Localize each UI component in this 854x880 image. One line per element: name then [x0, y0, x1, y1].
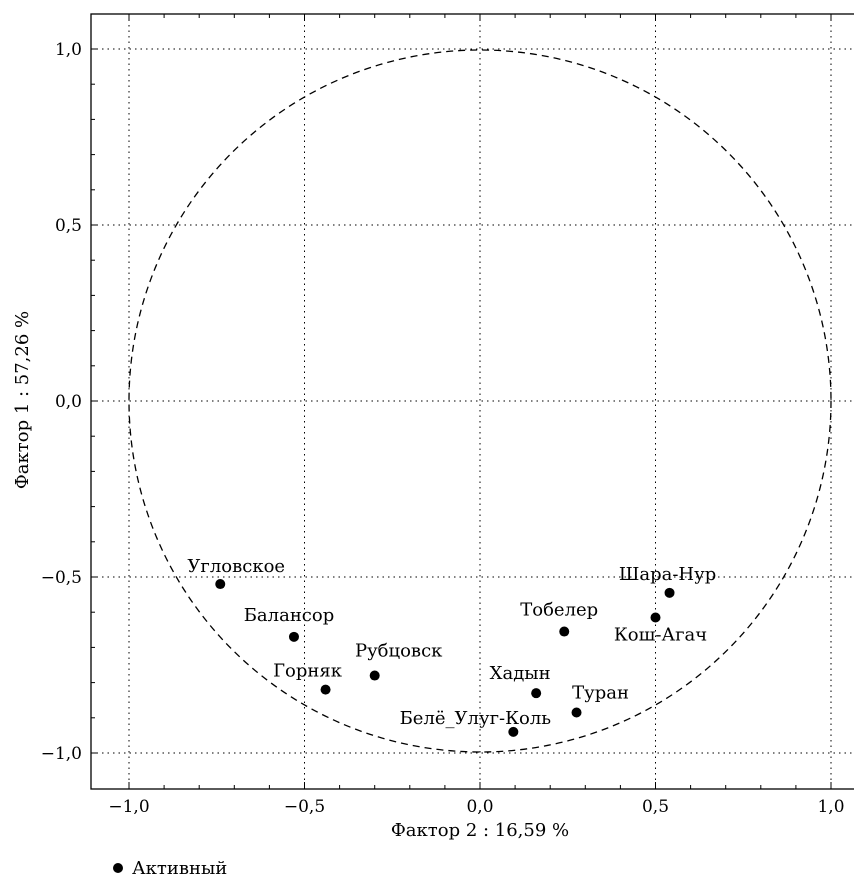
- data-point: [531, 688, 542, 699]
- point-label: Балансор: [244, 605, 335, 626]
- point-label: Белё_Улуг-Коль: [400, 708, 552, 729]
- x-tick-label: 1,0: [817, 797, 844, 817]
- point-label: Тобелер: [520, 600, 598, 621]
- x-tick-label: −1,0: [108, 797, 149, 817]
- plot-frame: [90, 13, 854, 790]
- data-point: [650, 612, 661, 623]
- point-label: Угловское: [187, 556, 285, 577]
- y-tick-label: 0,5: [55, 216, 82, 236]
- y-axis-label: Фактор 1 : 57,26 %: [12, 311, 33, 489]
- data-point: [369, 670, 380, 681]
- data-point: [320, 684, 331, 695]
- data-point: [664, 587, 675, 598]
- data-point: [559, 626, 570, 637]
- axis-ticks: −1,0 −0,5 0,0 0,5 1,0 −1,0 −0,5 0,0 0,5 1,0: [41, 14, 845, 817]
- data-point: [215, 579, 226, 590]
- point-label: Рубцовск: [355, 641, 443, 662]
- grid-lines: [91, 14, 854, 789]
- legend-label: Активный: [132, 858, 227, 879]
- data-point: [571, 707, 582, 718]
- y-tick-label: −1,0: [41, 744, 82, 764]
- point-label: Хадын: [490, 663, 551, 684]
- y-tick-label: 1,0: [55, 40, 82, 60]
- point-label: Туран: [572, 683, 629, 704]
- x-tick-label: 0,5: [642, 797, 669, 817]
- x-tick-label: −0,5: [284, 797, 325, 817]
- legend: Активный: [113, 858, 227, 879]
- y-tick-label: −0,5: [41, 568, 82, 588]
- unit-circle: [128, 49, 832, 753]
- y-tick-label: 0,0: [55, 392, 82, 412]
- x-tick-label: 0,0: [466, 797, 493, 817]
- data-point: [508, 726, 519, 737]
- point-label: Кош-Агач: [614, 624, 707, 645]
- point-label: Шара-Нур: [619, 564, 716, 585]
- data-points: Угловское Балансор Горняк Рубцовск Тобелер Ша…: [187, 556, 716, 737]
- data-point: [288, 631, 299, 642]
- legend-marker: [113, 863, 123, 873]
- point-label: Горняк: [273, 661, 343, 682]
- x-axis-label: Фактор 2 : 16,59 %: [391, 820, 569, 841]
